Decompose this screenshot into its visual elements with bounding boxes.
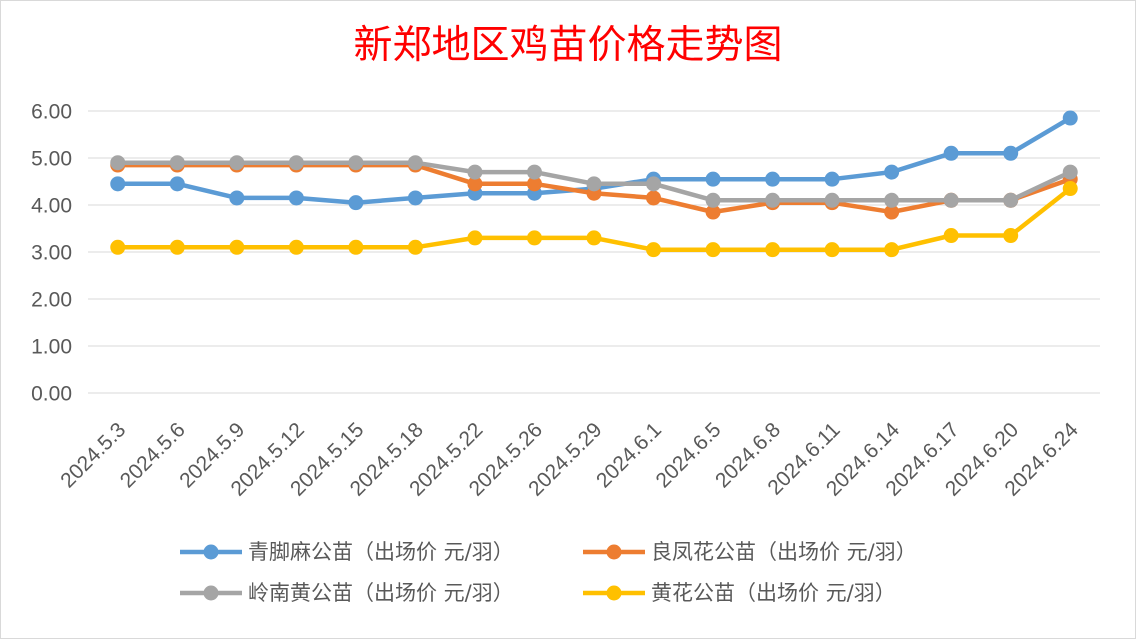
data-point: [467, 230, 483, 246]
data-point: [110, 176, 126, 192]
data-point: [586, 176, 602, 192]
data-point: [1003, 228, 1019, 244]
data-point: [646, 176, 662, 192]
legend-marker-swatch: [606, 544, 622, 560]
data-point: [705, 171, 721, 187]
data-point: [407, 155, 423, 171]
y-tick-label: 1.00: [31, 336, 72, 359]
legend-line-marker-icon: [180, 544, 242, 560]
legend-label: 岭南黄公苗（出场价 元/羽）: [248, 581, 514, 605]
data-point: [824, 171, 840, 187]
data-point: [765, 171, 781, 187]
data-point: [705, 192, 721, 208]
legend-line-marker-icon: [180, 585, 242, 601]
y-tick-label: 5.00: [31, 148, 72, 171]
legend-line-marker-icon: [583, 544, 645, 560]
data-point: [586, 230, 602, 246]
x-tick-label: 2024.6.5: [652, 418, 726, 492]
data-point: [288, 155, 304, 171]
legend-label: 黄花公苗（出场价 元/羽）: [651, 581, 896, 605]
data-point: [943, 192, 959, 208]
legend-marker-swatch: [203, 544, 219, 560]
data-point: [110, 239, 126, 255]
x-tick-label: 2024.6.1: [592, 418, 666, 492]
data-point: [526, 230, 542, 246]
series-3: [110, 155, 1078, 208]
data-point: [229, 155, 245, 171]
data-point: [1062, 181, 1078, 197]
data-point: [407, 239, 423, 255]
data-point: [348, 155, 364, 171]
data-point: [229, 190, 245, 206]
data-point: [1062, 164, 1078, 180]
data-point: [229, 239, 245, 255]
legend-line-marker-icon: [583, 585, 645, 601]
data-point: [765, 192, 781, 208]
data-point: [348, 195, 364, 211]
data-point: [467, 164, 483, 180]
data-point: [169, 155, 185, 171]
y-tick-label: 0.00: [31, 383, 72, 406]
data-point: [169, 239, 185, 255]
data-point: [110, 155, 126, 171]
x-axis-labels: 2024.5.32024.5.62024.5.92024.5.122024.5.…: [56, 418, 1083, 501]
data-point: [884, 164, 900, 180]
data-point: [288, 190, 304, 206]
legend-item-series-3: 岭南黄公苗（出场价 元/羽）: [178, 579, 514, 607]
data-point: [705, 242, 721, 258]
data-point: [765, 242, 781, 258]
data-point: [1003, 145, 1019, 161]
y-tick-label: 2.00: [31, 289, 72, 312]
data-point: [169, 176, 185, 192]
x-tick-label: 2024.5.6: [116, 418, 190, 492]
data-point: [526, 164, 542, 180]
y-axis-labels: 0.00 1.00 2.00 3.00 4.00 5.00 6.00: [31, 101, 72, 406]
data-point: [348, 239, 364, 255]
legend-marker-swatch: [203, 585, 219, 601]
y-tick-label: 3.00: [31, 242, 72, 265]
legend-marker-swatch: [606, 585, 622, 601]
legend-label: 青脚麻公苗（出场价 元/羽）: [248, 540, 514, 564]
data-point: [943, 145, 959, 161]
data-point: [407, 190, 423, 206]
data-point: [824, 192, 840, 208]
data-point: [1003, 192, 1019, 208]
series-4: [110, 181, 1078, 258]
data-point: [943, 228, 959, 244]
y-tick-label: 6.00: [31, 101, 72, 124]
data-point: [288, 239, 304, 255]
legend-item-series-1: 青脚麻公苗（出场价 元/羽）: [178, 538, 514, 566]
legend-item-series-4: 黄花公苗（出场价 元/羽）: [581, 579, 896, 607]
legend-label: 良凤花公苗（出场价 元/羽）: [651, 540, 917, 564]
y-tick-label: 4.00: [31, 195, 72, 218]
data-point: [824, 242, 840, 258]
data-point: [646, 242, 662, 258]
data-point: [884, 242, 900, 258]
chart-title: 新郑地区鸡苗价格走势图: [353, 23, 783, 68]
data-point: [884, 192, 900, 208]
x-tick-label: 2024.5.3: [56, 418, 130, 492]
data-point: [646, 190, 662, 206]
data-point: [1062, 110, 1078, 126]
legend-item-series-2: 良凤花公苗（出场价 元/羽）: [581, 538, 917, 566]
